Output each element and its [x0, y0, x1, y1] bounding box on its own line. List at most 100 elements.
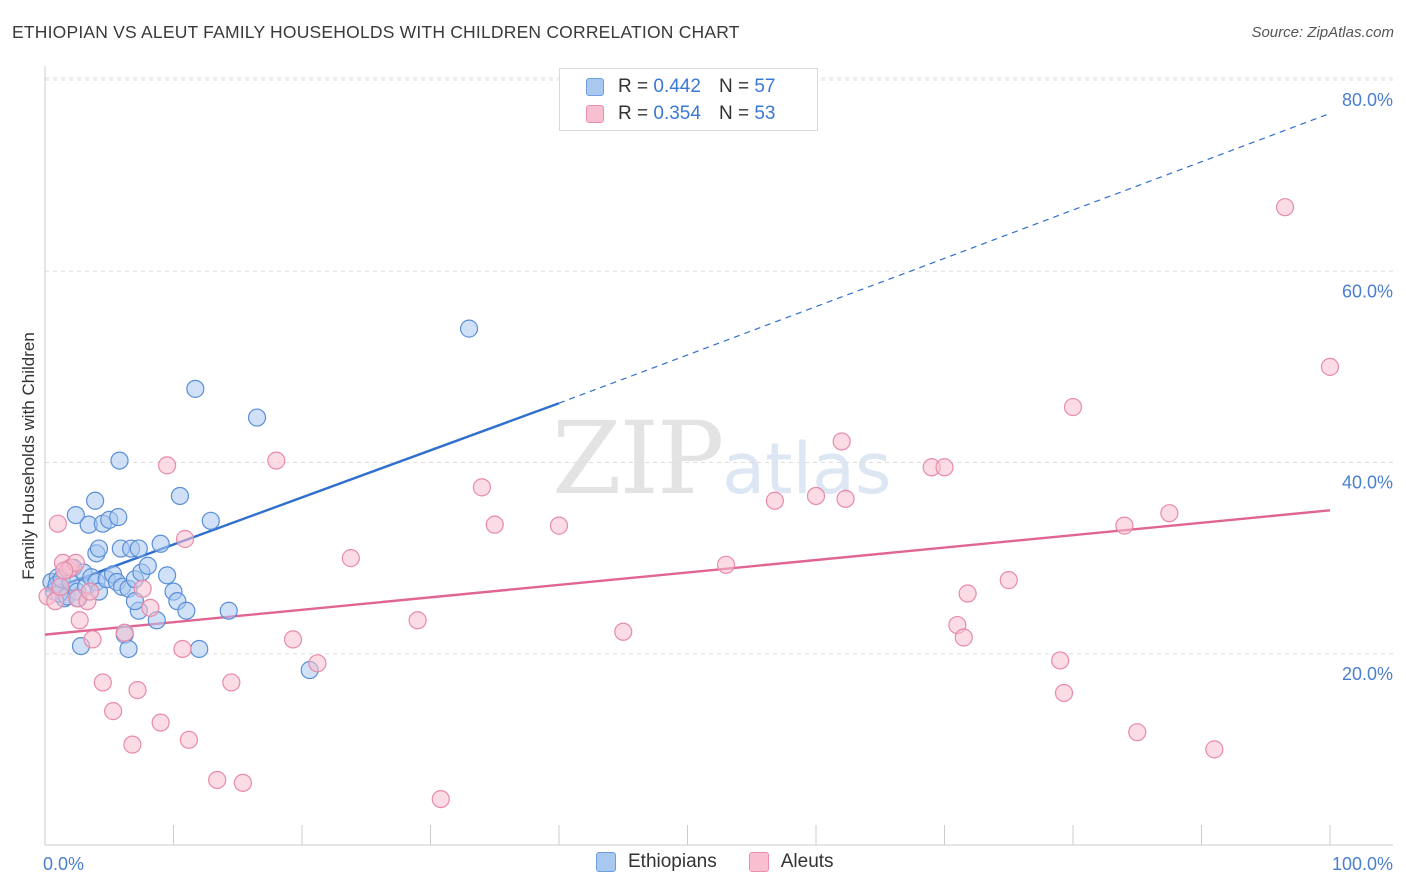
aleut-point	[614, 622, 633, 641]
legend-r-value: 0.442	[653, 76, 701, 97]
aleut-point	[141, 598, 160, 617]
ethiopian-point	[151, 534, 170, 553]
aleut-point	[80, 582, 100, 601]
aleut-point	[308, 654, 327, 673]
ethiopian-point	[177, 601, 196, 620]
legend-row-ethiopians: R = 0.442 N = 57	[586, 75, 775, 99]
aleut-point	[954, 628, 973, 647]
legend-r-value: 0.354	[653, 103, 701, 124]
bottom-legend-label: Aleuts	[780, 851, 834, 872]
aleut-point	[179, 730, 199, 749]
bottom-legend-ethiopians[interactable]: Ethiopians	[596, 851, 717, 873]
aleut-point	[55, 561, 74, 580]
ethiopian-point	[459, 319, 479, 338]
aleut-point	[1051, 651, 1070, 670]
aleut-point	[104, 702, 123, 721]
aleut-point	[93, 673, 112, 692]
aleut-point	[1054, 683, 1074, 703]
watermark-atlas: atlas	[722, 428, 892, 510]
y-tick-label: 40.0%	[1342, 473, 1393, 493]
ethiopian-point	[119, 639, 138, 659]
legend-n-value: 57	[754, 76, 776, 97]
aleut-point	[836, 489, 855, 508]
aleut-point	[51, 577, 70, 596]
aleut-point	[233, 773, 252, 792]
legend-n-label: N =	[718, 76, 750, 97]
legend-r-label: R =	[618, 76, 649, 97]
aleut-point	[157, 456, 177, 475]
aleut-point	[832, 432, 851, 451]
aleut-point	[175, 529, 195, 549]
y-tick-label: 80.0%	[1342, 90, 1393, 110]
ethiopian-point	[186, 379, 205, 398]
aleut-point	[999, 571, 1018, 590]
trend-lines	[44, 112, 1331, 636]
ethiopian-point	[110, 451, 129, 470]
ethiopian-point	[219, 601, 238, 620]
aleut-point	[341, 549, 360, 568]
aleut-point	[472, 478, 491, 497]
ethiopian-point	[157, 566, 177, 585]
bottom-legend-label: Ethiopians	[628, 851, 717, 872]
aleut-point	[1320, 357, 1340, 376]
aleuts-trend-line	[44, 509, 1331, 636]
aleut-point	[83, 630, 102, 649]
source-label: Source: ZipAtlas.com	[1251, 24, 1394, 41]
ethiopians-trend-line-extension	[558, 112, 1331, 404]
ethiopian-point	[109, 507, 128, 527]
aleut-point	[765, 491, 784, 510]
aleut-point	[70, 611, 89, 630]
aleut-point	[1205, 740, 1224, 759]
aleut-point	[222, 673, 241, 692]
aleut-point	[716, 555, 736, 574]
aleut-point	[128, 680, 147, 700]
ethiopian-point	[170, 486, 190, 506]
ethiopians-swatch	[586, 78, 604, 96]
aleut-point	[123, 735, 142, 754]
tick-labels: 20.0% 40.0% 60.0% 80.0% 0.0% 100.0%	[43, 90, 1393, 874]
legend-row-aleuts: R = 0.354 N = 53	[586, 102, 775, 126]
y-axis-label: Family Households with Children	[19, 332, 38, 580]
aleut-point	[115, 623, 134, 642]
aleuts-swatch	[586, 105, 604, 123]
aleut-point	[1128, 723, 1147, 742]
ethiopian-point	[247, 408, 267, 427]
ethiopian-point	[66, 505, 85, 525]
x-tick-label: 0.0%	[43, 854, 84, 874]
aleut-point	[1063, 397, 1083, 417]
aleut-point	[267, 451, 286, 470]
ethiopian-point	[89, 539, 109, 558]
ethiopian-point	[190, 639, 209, 659]
legend-r-label: R =	[618, 103, 649, 124]
bottom-legend-aleuts[interactable]: Aleuts	[748, 851, 834, 873]
aleuts-swatch	[748, 852, 769, 872]
watermark-zip: ZIP	[552, 400, 724, 517]
aleut-point	[958, 584, 977, 603]
ethiopian-point	[129, 539, 148, 558]
aleut-point	[133, 579, 152, 598]
ethiopian-point	[86, 491, 105, 510]
aleut-point	[48, 514, 67, 533]
legend: R = 0.442 N = 57 R = 0.354 N = 53	[559, 68, 818, 131]
legend-n-label: N =	[718, 103, 750, 124]
aleut-point	[1160, 504, 1179, 523]
data-points	[38, 198, 1340, 809]
aleut-point	[1275, 198, 1295, 217]
aleut-point	[173, 639, 192, 659]
aleut-point	[283, 630, 303, 649]
bottom-legend: Ethiopians Aleuts	[596, 851, 866, 873]
y-tick-label: 60.0%	[1342, 281, 1393, 301]
x-tick-label: 100.0%	[1332, 854, 1393, 874]
aleut-point	[806, 486, 826, 506]
aleut-point	[208, 770, 227, 790]
ethiopians-swatch	[596, 852, 616, 872]
aleut-point	[1115, 516, 1134, 535]
aleut-point	[485, 515, 504, 534]
aleut-point	[151, 713, 170, 732]
aleut-point	[431, 789, 450, 809]
legend-n-value: 53	[754, 103, 776, 124]
aleut-point	[549, 516, 569, 535]
ethiopian-point	[138, 556, 157, 575]
chart-title: ETHIOPIAN VS ALEUT FAMILY HOUSEHOLDS WIT…	[12, 22, 740, 42]
